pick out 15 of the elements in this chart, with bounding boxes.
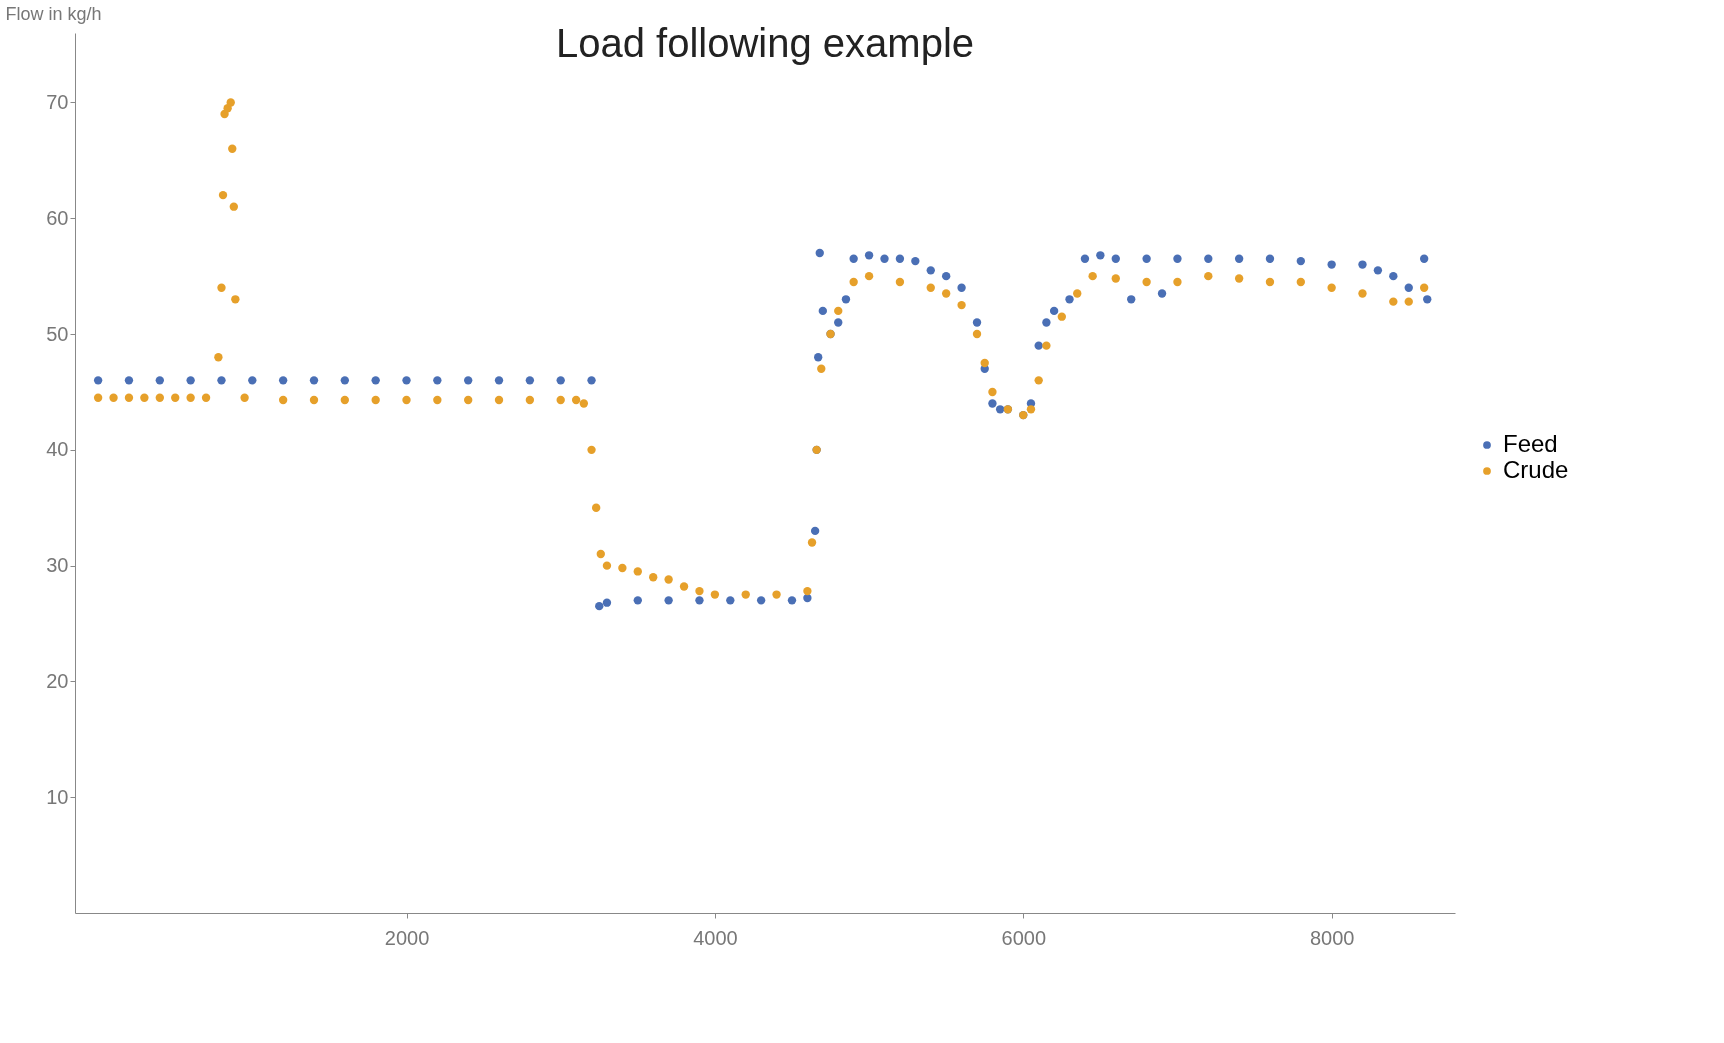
y-tick-label: 70 bbox=[46, 90, 69, 113]
legend-label: Crude bbox=[1503, 456, 1569, 483]
x-tick-label: 4000 bbox=[693, 926, 738, 949]
y-tick-label: 20 bbox=[46, 669, 69, 692]
x-tick-label: 8000 bbox=[1309, 926, 1355, 949]
y-axis-title: Flow in kg/h bbox=[5, 3, 102, 24]
x-tick-label: 6000 bbox=[1001, 926, 1047, 949]
chart-title: Load following example bbox=[555, 21, 975, 65]
y-tick-label: 30 bbox=[46, 554, 69, 577]
y-tick-label: 60 bbox=[46, 206, 69, 229]
legend-label: Feed bbox=[1503, 430, 1558, 457]
y-tick-label: 10 bbox=[46, 785, 69, 808]
y-tick-label: 40 bbox=[46, 438, 69, 461]
y-tick-label: 50 bbox=[46, 322, 69, 345]
x-tick-label: 2000 bbox=[384, 926, 430, 949]
